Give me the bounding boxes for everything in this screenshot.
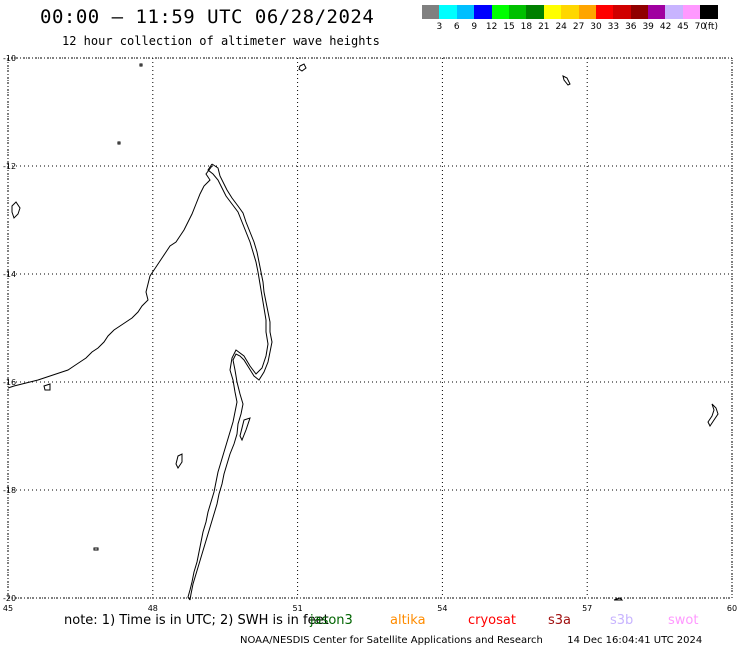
legend-label: 9 bbox=[471, 22, 478, 32]
legend-swatch bbox=[439, 5, 457, 19]
island-3 bbox=[562, 75, 571, 86]
island-9 bbox=[117, 141, 121, 145]
satellite-label-s3a: s3a bbox=[548, 613, 572, 628]
satellite-label-s3b: s3b bbox=[610, 613, 634, 628]
lon-tick-label: 51 bbox=[293, 604, 303, 613]
madagascar-west-coast bbox=[7, 165, 213, 389]
lat-tick-label: -10 bbox=[3, 54, 16, 63]
legend-swatch bbox=[700, 5, 718, 19]
lat-tick-label: -18 bbox=[3, 486, 16, 495]
madagascar-coastline bbox=[187, 163, 273, 601]
footer-note: note: 1) Time is in UTC; 2) SWH is in fe… bbox=[64, 613, 329, 628]
credit-line: NOAA/NESDIS Center for Satellite Applica… bbox=[240, 635, 702, 646]
satellite-label-altika: altika bbox=[390, 613, 426, 628]
lon-tick-label: 48 bbox=[148, 604, 158, 613]
legend-label: 18 bbox=[520, 22, 533, 32]
legend-label: 12 bbox=[485, 22, 498, 32]
legend-label: 21 bbox=[538, 22, 550, 32]
legend-label: 6 bbox=[453, 22, 460, 32]
legend-swatch bbox=[474, 5, 492, 19]
legend-unit: (ft) bbox=[704, 22, 718, 32]
island-8 bbox=[139, 63, 143, 67]
satellite-label-jason3: jason3 bbox=[310, 613, 353, 628]
lat-tick-label: -14 bbox=[3, 270, 16, 279]
legend-label: 27 bbox=[572, 22, 585, 32]
coastline bbox=[7, 63, 719, 601]
map-frame bbox=[7, 57, 733, 599]
legend-label: 42 bbox=[659, 22, 672, 32]
legend-label: 45 bbox=[677, 22, 689, 32]
legend-swatch bbox=[491, 5, 509, 19]
island-1 bbox=[11, 201, 21, 219]
legend-swatch bbox=[508, 5, 527, 19]
lat-tick-label: -16 bbox=[3, 378, 16, 387]
legend-swatch bbox=[543, 5, 562, 19]
legend-label: 36 bbox=[625, 22, 637, 32]
lat-tick-label: -20 bbox=[3, 594, 16, 603]
lon-tick-label: 45 bbox=[3, 604, 13, 613]
color-legend bbox=[422, 5, 718, 19]
legend-label: 33 bbox=[607, 22, 620, 32]
legend-swatch bbox=[456, 5, 475, 19]
timestamp: 14 Dec 16:04:41 UTC 2024 bbox=[567, 635, 703, 646]
map-grid bbox=[7, 57, 733, 599]
island-2 bbox=[298, 63, 307, 72]
legend-label: 39 bbox=[642, 22, 654, 32]
lat-tick-label: -12 bbox=[3, 162, 16, 171]
lon-tick-label: 54 bbox=[437, 604, 447, 613]
legend-label: 30 bbox=[590, 22, 602, 32]
lon-tick-label: 57 bbox=[582, 604, 592, 613]
island-6 bbox=[239, 417, 251, 442]
page-subtitle: 12 hour collection of altimeter wave hei… bbox=[62, 34, 380, 48]
credit-text: NOAA/NESDIS Center for Satellite Applica… bbox=[240, 635, 543, 646]
legend-swatch bbox=[648, 5, 666, 19]
color-legend-labels: 3 6 9 12 15 18 21 24 27 30 33 36 39 42 45 70 (ft) bbox=[422, 22, 738, 34]
island-10 bbox=[93, 547, 99, 551]
map-tick-labels: 45 48 51 54 57 60 -10 -12 -14 -16 -18 -20 bbox=[3, 54, 737, 613]
legend-label: 24 bbox=[555, 22, 567, 32]
legend-label: 15 bbox=[503, 22, 515, 32]
legend-swatch bbox=[665, 5, 683, 19]
satellite-label-cryosat: cryosat bbox=[468, 613, 516, 628]
page-title: 00:00 – 11:59 UTC 06/28/2024 bbox=[40, 6, 375, 28]
legend-swatch bbox=[526, 5, 544, 19]
island-7 bbox=[43, 383, 51, 391]
island-11 bbox=[613, 597, 624, 601]
island-4 bbox=[707, 403, 719, 427]
legend-swatch bbox=[578, 5, 596, 19]
legend-swatch bbox=[561, 5, 579, 19]
lon-tick-label: 60 bbox=[727, 604, 737, 613]
legend-swatch bbox=[422, 5, 440, 19]
legend-swatch bbox=[630, 5, 649, 19]
island-5 bbox=[175, 453, 183, 469]
satellite-label-swot: swot bbox=[668, 613, 699, 628]
legend-swatch bbox=[595, 5, 614, 19]
legend-swatch bbox=[682, 5, 701, 19]
legend-label: 3 bbox=[436, 22, 443, 32]
legend-swatch bbox=[613, 5, 631, 19]
legend-label: 70 bbox=[694, 22, 707, 32]
